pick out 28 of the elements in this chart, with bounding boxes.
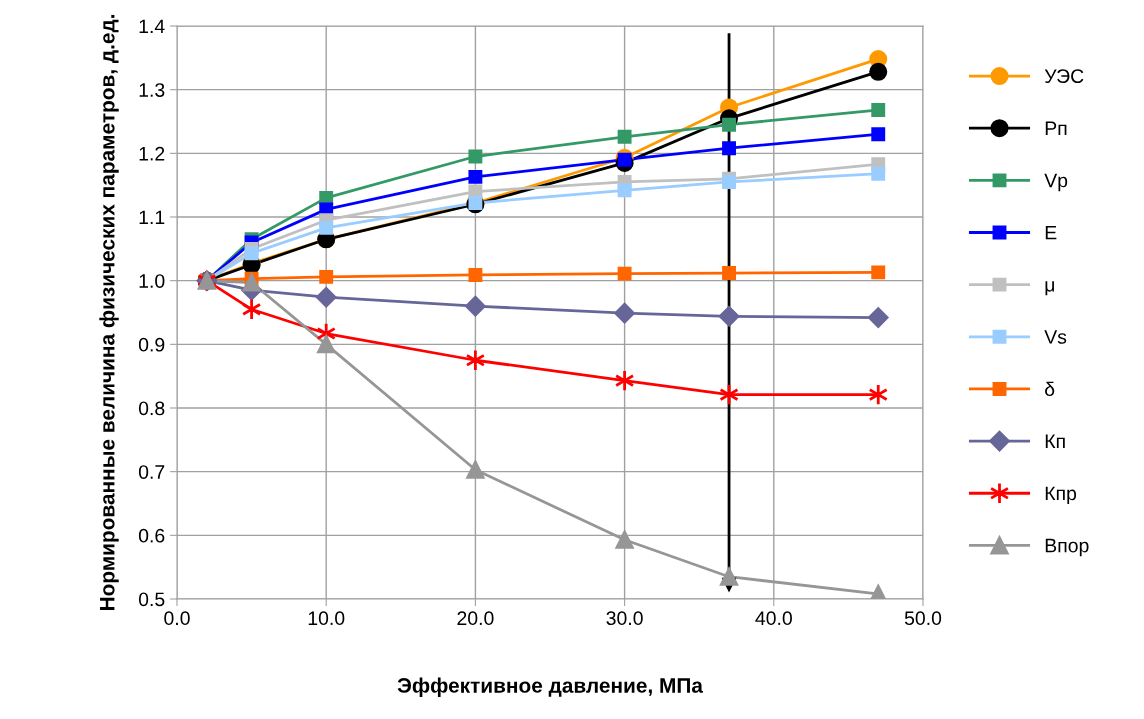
legend-label: μ: [1045, 281, 1055, 296]
y-axis-title: Нормированные величина физических параметров, д.ед.: [99, 14, 119, 611]
x-axis-title: Эффективное давление, МПа: [397, 677, 704, 697]
x-tick-label: 30.0: [606, 611, 643, 626]
y-tick-label: 0.8: [138, 401, 165, 416]
x-tick-label: 50.0: [904, 611, 942, 626]
y-tick-label: 1.4: [139, 19, 165, 34]
x-tick-label: 10.0: [308, 611, 345, 626]
y-tick-label: 0.6: [138, 528, 165, 543]
y-tick-label: 1.3: [139, 83, 165, 97]
legend-label: E: [1045, 225, 1057, 240]
y-tick-label: 0.9: [138, 337, 165, 352]
legend-label: δ: [1045, 381, 1055, 396]
y-tick-label: 1.1: [139, 210, 165, 225]
legend-label: УЭС: [1044, 69, 1084, 84]
x-tick-label: 0.0: [164, 611, 190, 626]
legend-label: Vs: [1044, 330, 1067, 344]
legend-label: Кпр: [1045, 486, 1077, 505]
y-tick-label: 1.0: [139, 274, 165, 288]
x-tick-label: 40.0: [755, 611, 792, 626]
x-tick-label: 20.0: [457, 611, 494, 626]
legend-label: Vp: [1044, 173, 1068, 192]
legend-label: Кп: [1045, 434, 1065, 448]
legend-label: Рп: [1045, 121, 1067, 135]
y-tick-label: 1.2: [139, 146, 165, 161]
y-tick-label: 0.7: [138, 465, 165, 479]
y-tick-label: 0.5: [138, 592, 165, 607]
legend-label: Впор: [1045, 538, 1089, 557]
